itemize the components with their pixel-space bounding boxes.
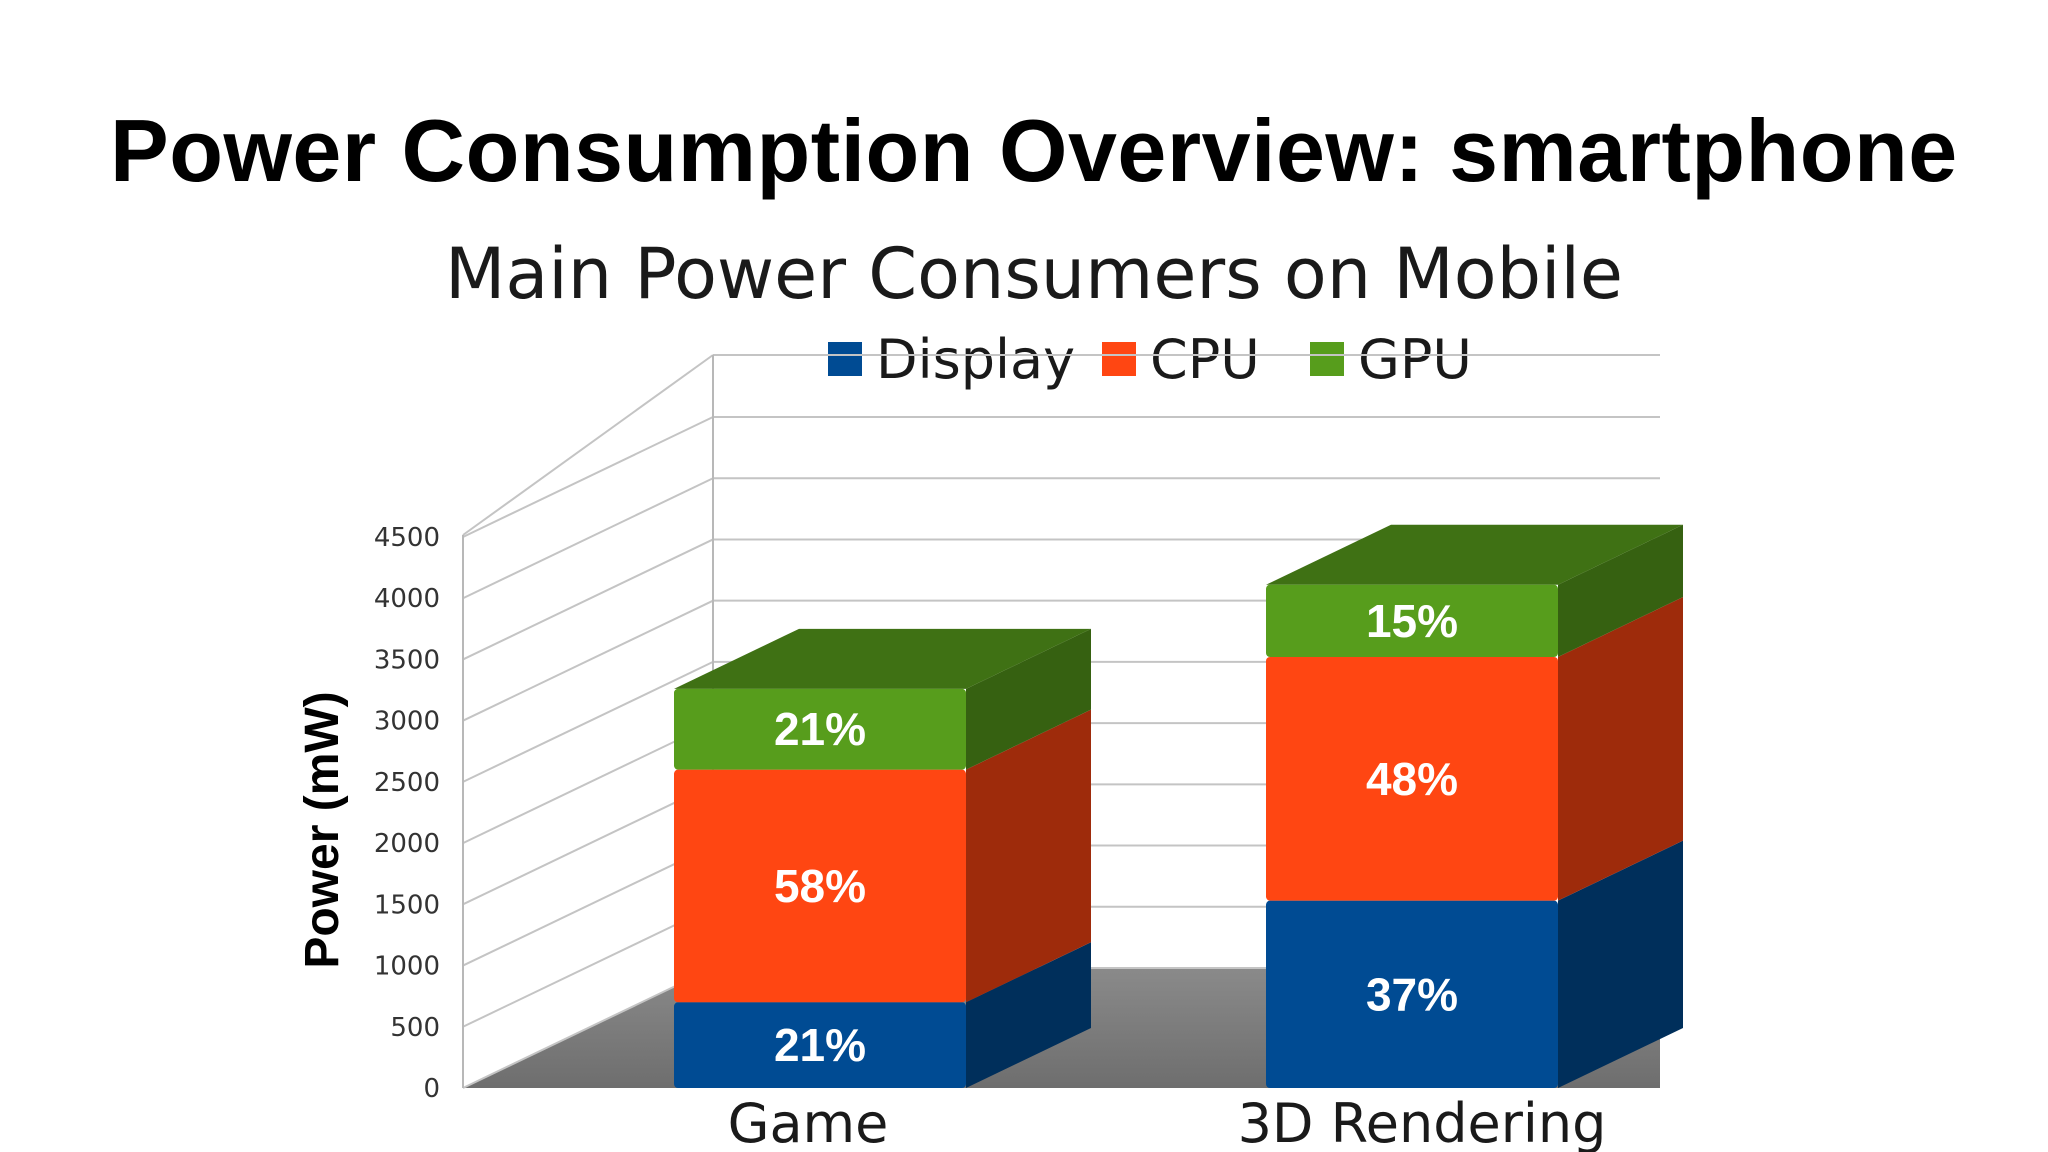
gridline-side xyxy=(462,844,714,967)
legend-swatch xyxy=(1102,342,1136,376)
bar-front-face xyxy=(1266,656,1558,901)
bar-game: 21% 58% 21% xyxy=(674,628,1091,1088)
gridline-side xyxy=(462,599,714,722)
bar-front-face xyxy=(674,688,966,770)
x-axis-categories: Game 3D Rendering xyxy=(728,1092,1607,1152)
gridline-side xyxy=(462,538,714,661)
legend-swatch xyxy=(1310,342,1344,376)
bar-front-face xyxy=(1266,584,1558,657)
bar-top-face xyxy=(674,628,1091,689)
gridline-side xyxy=(462,722,714,845)
y-tick-label: 3500 xyxy=(374,645,440,675)
chart-legend: Display CPU GPU xyxy=(828,328,1472,391)
legend-item-display: Display xyxy=(828,328,1075,391)
gridline-side xyxy=(462,783,714,906)
legend-label: GPU xyxy=(1358,328,1472,391)
legend-item-gpu: GPU xyxy=(1310,328,1472,391)
legend-label: CPU xyxy=(1150,328,1260,391)
bar-segment-display: 37% xyxy=(1266,840,1683,1088)
bar-top-face xyxy=(1266,524,1683,585)
bar-side-face xyxy=(1558,596,1683,901)
bar-segment-gpu: 21% xyxy=(674,628,1091,770)
data-label: 21% xyxy=(774,1019,866,1071)
y-axis-label: Power (mW) xyxy=(296,691,349,968)
gridline-side xyxy=(462,354,714,536)
bar-front-face xyxy=(674,1002,966,1088)
y-tick-label: 2500 xyxy=(374,768,440,798)
y-tick-label: 500 xyxy=(390,1013,440,1043)
chart-bars: 21% 58% 21% 37% 48% 15% xyxy=(674,524,1683,1088)
bar-3d-rendering: 37% 48% 15% xyxy=(1266,524,1683,1088)
bar-segment-gpu: 15% xyxy=(1266,524,1683,657)
y-tick-label: 4500 xyxy=(374,523,440,553)
gridline-side xyxy=(462,967,714,1089)
legend-item-cpu: CPU xyxy=(1102,328,1260,391)
gridline-side xyxy=(462,416,714,538)
legend-swatch xyxy=(828,342,862,376)
y-tick-label: 0 xyxy=(423,1074,440,1104)
gridline-side xyxy=(462,905,714,1028)
bar-side-face xyxy=(966,628,1091,770)
bar-segment-cpu: 48% xyxy=(1266,596,1683,901)
gridline-side xyxy=(462,477,714,600)
y-tick-label: 1500 xyxy=(374,890,440,920)
data-label: 48% xyxy=(1366,753,1458,805)
data-label: 21% xyxy=(774,703,866,755)
data-label: 37% xyxy=(1366,968,1458,1020)
slide-title: Power Consumption Overview: smartphone xyxy=(110,101,1958,200)
bar-side-face xyxy=(966,942,1091,1088)
x-category-label: 3D Rendering xyxy=(1238,1092,1607,1152)
legend-label: Display xyxy=(876,328,1075,391)
bar-front-face xyxy=(674,769,966,1003)
bar-front-face xyxy=(1266,900,1558,1088)
bar-side-face xyxy=(1558,840,1683,1088)
data-label: 58% xyxy=(774,860,866,912)
chart-title: Main Power Consumers on Mobile xyxy=(445,233,1623,315)
x-category-label: Game xyxy=(728,1092,889,1152)
bar-segment-display: 21% xyxy=(674,942,1091,1088)
y-tick-label: 1000 xyxy=(374,952,440,982)
data-label: 15% xyxy=(1366,595,1458,647)
bar-side-face xyxy=(966,709,1091,1003)
y-tick-label: 4000 xyxy=(374,584,440,614)
bar-segment-cpu: 58% xyxy=(674,709,1091,1003)
y-axis-ticks: 0 500 1000 1500 2000 2500 3000 3500 4000 4500 xyxy=(374,523,440,1104)
y-tick-label: 3000 xyxy=(374,707,440,737)
bar-side-face xyxy=(1558,524,1683,657)
y-tick-label: 2000 xyxy=(374,829,440,859)
gridline-side xyxy=(462,660,714,783)
